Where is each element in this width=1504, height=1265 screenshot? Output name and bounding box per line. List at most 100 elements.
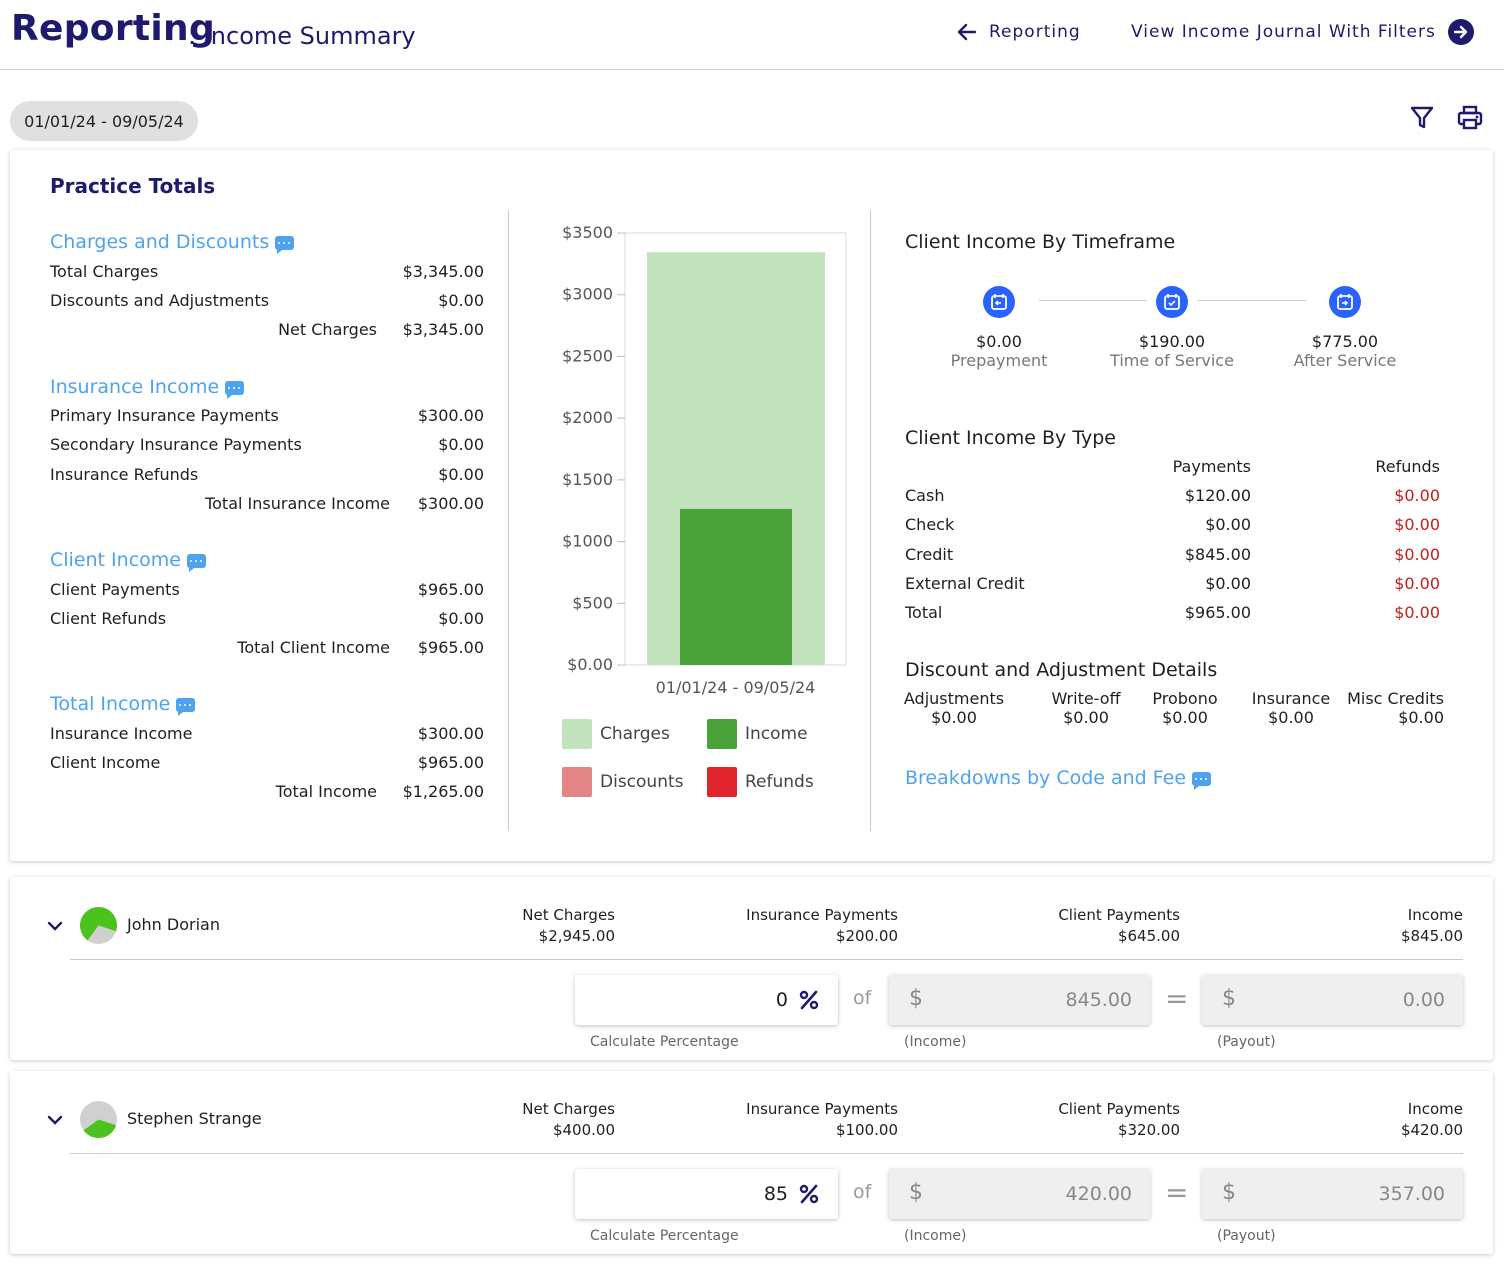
percent-icon [799,990,819,1010]
total-client-income-value: $965.00 [417,638,484,657]
total-insurance-value: $300.00 [417,494,484,513]
income-caption: (Income) [904,1228,967,1244]
of-label: of [853,1181,872,1203]
income-stat: Income $420.00 [1360,1099,1463,1141]
calculate-percentage-caption: Calculate Percentage [590,1228,739,1244]
payout-value: 0.00 [1402,989,1445,1011]
prepayment-label: Prepayment [950,351,1048,370]
time-of-service-value: $190.00 [1138,332,1206,351]
timeframe-step-prepayment: $0.00 Prepayment [929,286,1069,370]
provider-pie-icon [80,1101,117,1138]
expand-chevron-icon[interactable] [44,1109,66,1131]
insurance-refunds-label: Insurance Refunds [50,465,199,484]
disc-misc-credits: Misc Credits $0.00 [1340,689,1444,727]
breakdowns-link[interactable]: Breakdowns by Code and Fee [905,767,1212,790]
provider-card: John Dorian Net Charges $2,945.00 Insura… [10,877,1493,1060]
net-charges-value: $3,345.00 [402,320,484,339]
view-income-journal-link[interactable]: View Income Journal With Filters [1131,18,1474,46]
by-type-refunds: $0.00 [1394,603,1440,623]
time-of-service-label: Time of Service [1110,351,1234,370]
comment-icon[interactable] [275,236,295,254]
provider-pie-icon [80,907,117,944]
by-type-title: Client Income By Type [905,427,1116,449]
income-input[interactable]: $ 845.00 [889,975,1150,1025]
by-type-label: Check [905,515,955,535]
total-income-value: $1,265.00 [402,782,484,801]
disc-probono-value: $0.00 [1162,708,1208,727]
percentage-input[interactable]: 0 [575,975,838,1025]
primary-insurance-label: Primary Insurance Payments [50,406,279,425]
provider-name[interactable]: John Dorian [127,915,220,934]
calendar-arrow-icon [1329,286,1361,318]
disc-probono-label: Probono [1152,689,1218,708]
disc-adjustments: Adjustments $0.00 [902,689,1006,727]
provider-divider [70,959,1463,960]
client-income-label: Client Income [50,753,161,772]
legend-swatch-income [707,719,737,749]
dollar-icon: $ [909,1180,923,1205]
practice-totals-title: Practice Totals [50,174,216,198]
by-type-payments: $845.00 [1184,544,1251,564]
primary-insurance-value: $300.00 [417,406,484,425]
timeframe-connector [1198,300,1306,301]
of-label: of [853,987,872,1009]
expand-chevron-icon[interactable] [44,915,66,937]
date-range-chip[interactable]: 01/01/24 - 09/05/24 [10,101,198,141]
payout-input[interactable]: $ 0.00 [1202,975,1463,1025]
calendar-check-icon [1156,286,1188,318]
insurance-income-heading[interactable]: Insurance Income [50,376,245,399]
back-to-reporting-link[interactable]: Reporting [955,18,1081,46]
comment-icon[interactable] [225,381,245,399]
insurance-heading-label: Insurance Income [50,376,220,398]
client-payments-stat-label: Client Payments [1058,1100,1180,1118]
provider-card: Stephen Strange Net Charges $400.00 Insu… [10,1071,1493,1254]
dollar-icon: $ [1222,1180,1236,1205]
disc-writeoff-label: Write-off [1051,689,1121,708]
dollar-icon: $ [909,986,923,1011]
net-charges-stat: Net Charges $400.00 [470,1099,615,1141]
timeframe-step-after-service: $775.00 After Service [1275,286,1415,370]
calculate-percentage-caption: Calculate Percentage [590,1034,739,1050]
client-payments-label: Client Payments [50,580,180,599]
client-payments-stat: Client Payments $320.00 [1030,1099,1180,1141]
payout-caption: (Payout) [1217,1034,1276,1050]
total-income-heading[interactable]: Total Income [50,693,196,716]
insurance-payments-stat-label: Insurance Payments [746,906,898,924]
total-charges-label: Total Charges [50,262,159,281]
disc-insurance-label: Insurance [1251,689,1331,708]
income-stat-label: Income [1407,1100,1463,1118]
charges-discounts-heading[interactable]: Charges and Discounts [50,231,295,254]
disc-writeoff-value: $0.00 [1063,708,1109,727]
legend-item-discounts: Discounts [562,767,684,797]
comment-icon[interactable] [186,554,206,572]
insurance-payments-stat-value: $200.00 [835,927,898,945]
income-input[interactable]: $ 420.00 [889,1169,1150,1219]
client-income-value: $965.00 [417,753,484,772]
provider-name[interactable]: Stephen Strange [127,1109,262,1128]
client-income-heading[interactable]: Client Income [50,549,206,572]
legend-label-charges: Charges [600,724,670,744]
y-tick-label: $3500 [562,223,613,242]
insurance-payments-stat-value: $100.00 [835,1121,898,1139]
legend-item-charges: Charges [562,719,670,749]
by-type-payments: $0.00 [1205,515,1251,535]
percentage-value: 85 [763,1183,788,1205]
disc-misc-credits-value: $0.00 [1398,708,1444,727]
client-payments-stat-value: $645.00 [1117,927,1180,945]
filter-icon[interactable] [1408,104,1436,132]
comment-icon[interactable] [176,698,196,716]
percent-icon [799,1184,819,1204]
bar-income [680,508,792,665]
disc-writeoff: Write-off $0.00 [1030,689,1142,727]
income-stat-value: $420.00 [1400,1121,1463,1139]
by-type-label: Cash [905,486,945,505]
insurance-payments-stat-label: Insurance Payments [746,1100,898,1118]
client-refunds-value: $0.00 [438,609,484,628]
percentage-input[interactable]: 85 [575,1169,838,1219]
by-type-refunds: $0.00 [1394,544,1440,564]
comment-icon[interactable] [1192,772,1212,790]
provider-divider [70,1153,1463,1154]
total-insurance-label: Total Insurance Income [205,494,390,513]
print-icon[interactable] [1456,104,1484,132]
payout-input[interactable]: $ 357.00 [1202,1169,1463,1219]
